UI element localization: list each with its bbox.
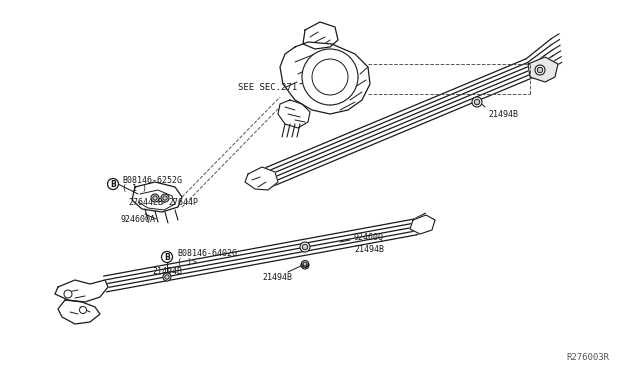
- Text: 21494B: 21494B: [152, 267, 182, 276]
- Circle shape: [301, 260, 308, 267]
- Circle shape: [472, 97, 482, 107]
- Text: 21494B: 21494B: [354, 246, 384, 254]
- Circle shape: [163, 273, 171, 281]
- Circle shape: [151, 194, 159, 202]
- Polygon shape: [410, 215, 435, 234]
- Text: 27644P: 27644P: [168, 198, 198, 206]
- Text: B08146-6252G: B08146-6252G: [122, 176, 182, 185]
- Circle shape: [153, 196, 157, 200]
- Text: 21494B: 21494B: [488, 109, 518, 119]
- Text: ( 1 ): ( 1 ): [122, 183, 147, 192]
- Text: B: B: [164, 253, 170, 262]
- Circle shape: [300, 242, 310, 252]
- Circle shape: [64, 290, 72, 298]
- Polygon shape: [303, 22, 338, 49]
- Polygon shape: [58, 300, 100, 324]
- Text: B: B: [110, 180, 116, 189]
- Circle shape: [302, 49, 358, 105]
- Circle shape: [161, 251, 173, 263]
- Polygon shape: [280, 42, 370, 114]
- Circle shape: [163, 196, 167, 200]
- Polygon shape: [132, 182, 182, 212]
- Text: 92460QA: 92460QA: [120, 215, 155, 224]
- Polygon shape: [528, 57, 558, 82]
- Polygon shape: [245, 167, 278, 190]
- Circle shape: [165, 275, 169, 279]
- Text: ( )>: ( )>: [177, 257, 197, 266]
- Circle shape: [474, 99, 480, 105]
- Circle shape: [161, 194, 169, 202]
- Text: 27644EB: 27644EB: [128, 198, 163, 206]
- Text: B08146-6402G: B08146-6402G: [177, 250, 237, 259]
- Circle shape: [312, 59, 348, 95]
- Circle shape: [537, 67, 543, 73]
- Circle shape: [79, 307, 86, 314]
- Text: R276003R: R276003R: [566, 353, 609, 362]
- Text: 92460Q: 92460Q: [354, 232, 384, 241]
- Polygon shape: [55, 280, 108, 302]
- Circle shape: [535, 65, 545, 75]
- Text: SEE SEC.271: SEE SEC.271: [238, 83, 297, 92]
- Polygon shape: [278, 100, 310, 128]
- Circle shape: [301, 261, 309, 269]
- Text: 21494B: 21494B: [262, 273, 292, 282]
- Circle shape: [303, 262, 307, 266]
- Circle shape: [303, 263, 307, 267]
- Circle shape: [302, 244, 308, 250]
- Circle shape: [108, 179, 118, 189]
